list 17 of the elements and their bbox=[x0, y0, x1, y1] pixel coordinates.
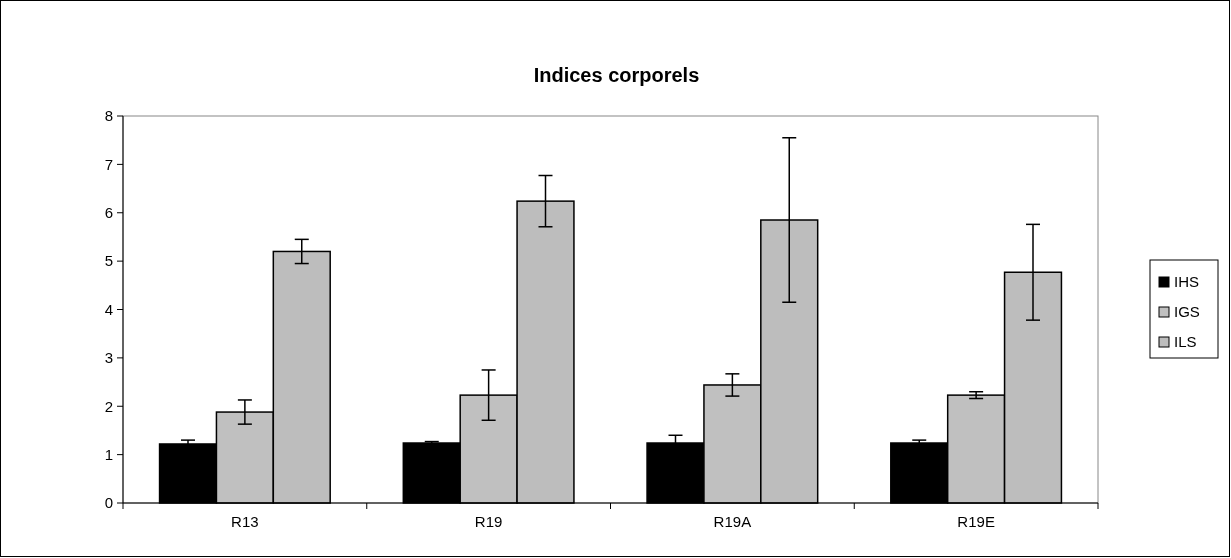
legend-label: IHS bbox=[1174, 273, 1200, 291]
y-tick-label: 4 bbox=[104, 300, 113, 318]
x-tick-label: R19 bbox=[474, 513, 503, 530]
x-tick-label: R19A bbox=[713, 513, 752, 530]
legend-label: ILS bbox=[1174, 333, 1197, 351]
y-tick-label: 0 bbox=[104, 494, 113, 512]
y-tick-label: 1 bbox=[104, 445, 113, 463]
x-tick-label: R13 bbox=[231, 513, 259, 530]
chart-title: Indices corporels bbox=[533, 64, 700, 86]
legend-label: IGS bbox=[1174, 303, 1200, 321]
y-tick-label: 8 bbox=[104, 107, 113, 125]
y-tick-label: 5 bbox=[104, 252, 113, 270]
x-tick-label: R19E bbox=[957, 513, 995, 530]
y-tick-label: 7 bbox=[104, 155, 113, 173]
y-tick-label: 3 bbox=[104, 349, 113, 367]
y-tick-label: 6 bbox=[104, 204, 113, 221]
y-tick-label: 2 bbox=[104, 397, 113, 415]
